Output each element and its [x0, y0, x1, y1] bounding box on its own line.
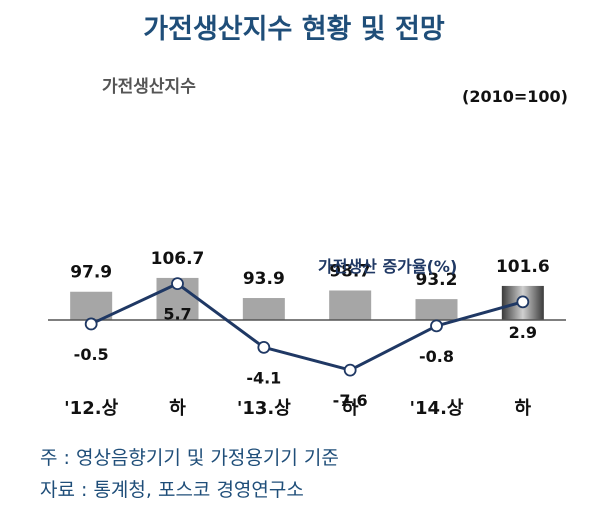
line-point [516, 295, 530, 309]
bar-value-label: 98.7 [329, 261, 371, 281]
point-labels-layer: -0.5 5.7 -4.1 -7.6 -0.8 2.9 [74, 305, 537, 410]
line-value-label: -0.5 [74, 345, 109, 364]
category-labels-layer: '12.상 하 '13.상 하 '14.상 하 [64, 398, 531, 419]
line-value-label: 2.9 [509, 323, 537, 342]
line-point [84, 317, 98, 331]
footnote-source: 자료 : 통계청, 포스코 경영연구소 [40, 479, 304, 501]
category-label: '14.상 [410, 398, 464, 419]
bar-labels-layer: 97.9 106.7 93.9 98.7 93.2 101.6 [70, 249, 550, 290]
footnote-note: 주 : 영상음향기기 및 가정용기기 기준 [40, 447, 339, 469]
category-label: 하 [169, 398, 186, 419]
line-value-label: -0.8 [419, 347, 454, 366]
category-label: 하 [342, 398, 359, 419]
bar-series-label: 가전생산지수 [102, 77, 196, 97]
bar-value-label: 106.7 [151, 249, 205, 269]
bar [70, 291, 113, 320]
line-value-label: -7.6 [333, 391, 368, 410]
line-point [343, 363, 357, 377]
line-point [257, 340, 271, 354]
line-layer [84, 277, 530, 377]
bar [415, 299, 458, 320]
bar-value-label: 93.2 [416, 270, 458, 290]
chart-title: 가전생산지수 현황 및 전망 [143, 14, 445, 45]
line-point [430, 319, 443, 333]
category-label: '13.상 [237, 398, 291, 419]
line-series-label: 가전생산 증가율(%) [318, 257, 457, 276]
category-label: '12.상 [64, 398, 118, 419]
line-value-label: -4.1 [246, 368, 281, 387]
bar-value-label: 93.9 [243, 269, 285, 289]
bar-value-label: 101.6 [496, 257, 550, 277]
growth-rate-line [90, 282, 524, 372]
line-value-label: 5.7 [163, 305, 191, 324]
unit-label: (2010=100) [462, 87, 568, 106]
category-label: 하 [515, 398, 532, 419]
line-point [171, 277, 184, 291]
bar [329, 290, 372, 320]
bar [242, 298, 285, 320]
bar-value-label: 97.9 [70, 263, 112, 283]
